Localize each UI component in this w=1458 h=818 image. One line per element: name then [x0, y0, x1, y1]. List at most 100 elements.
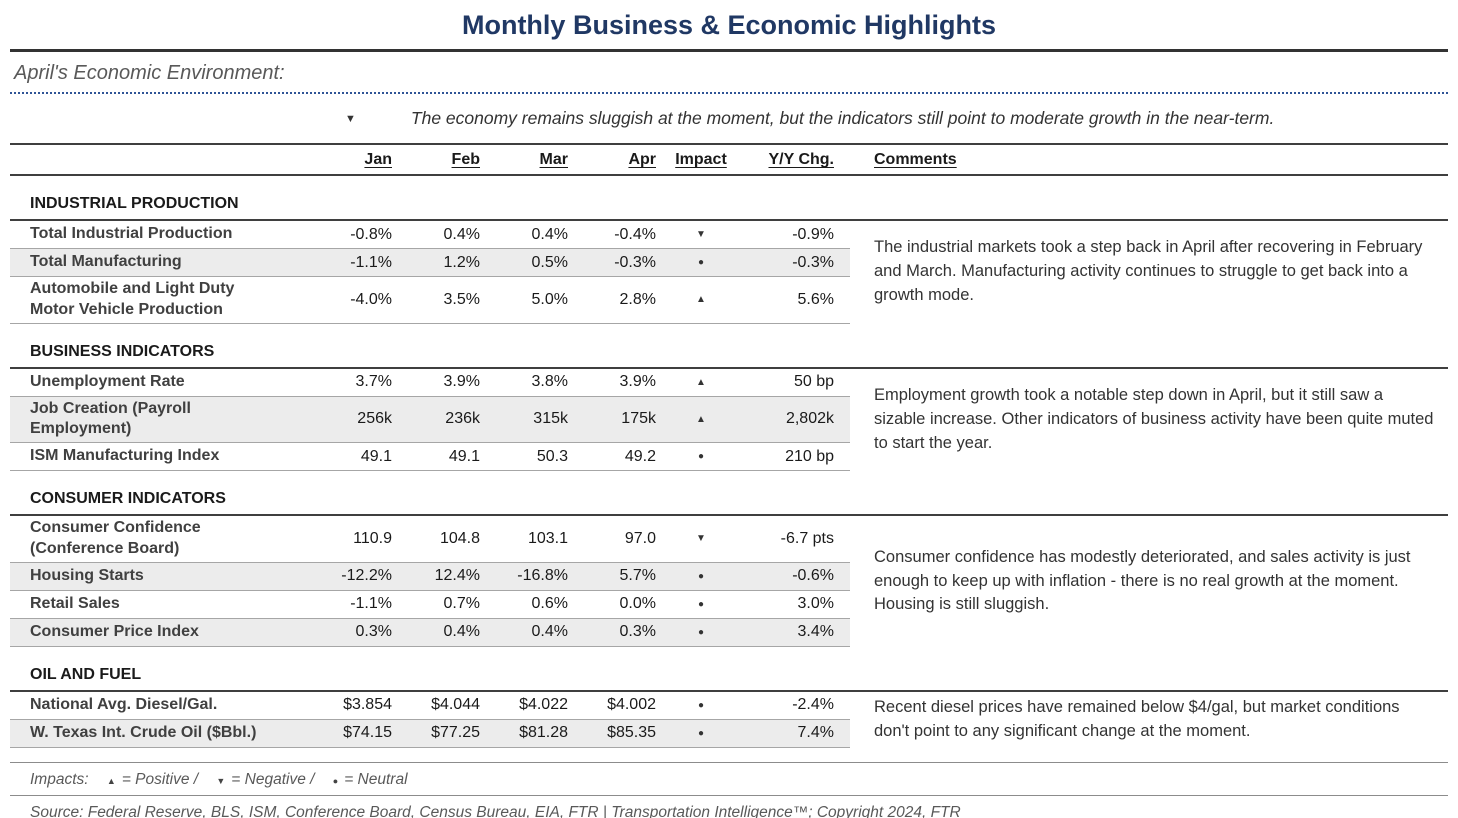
section-title: OIL AND FUEL	[10, 662, 1448, 692]
page-title: Monthly Business & Economic Highlights	[461, 10, 997, 40]
environment-section: April's Economic Environment:	[10, 52, 1448, 94]
table-row: ISM Manufacturing Index 49.1 49.1 50.3 4…	[10, 443, 850, 472]
environment-label: April's Economic Environment:	[14, 62, 285, 84]
row-label: ISM Manufacturing Index	[30, 447, 220, 465]
value-feb: 0.4%	[443, 225, 480, 243]
comment-text: Employment growth took a notable step do…	[874, 386, 1434, 452]
value-apr: 0.0%	[619, 595, 656, 613]
yy-chg-value: 2,802k	[785, 410, 834, 428]
section-consumer-indicators: CONSUMER INDICATORS Consumer Confidence …	[10, 486, 1448, 647]
section-oil-and-fuel: OIL AND FUEL National Avg. Diesel/Gal. $…	[10, 662, 1448, 748]
value-jan: 0.3%	[355, 623, 392, 641]
value-apr: 3.9%	[619, 373, 656, 391]
value-apr: 97.0	[624, 529, 656, 547]
row-label: Total Industrial Production	[30, 225, 233, 243]
col-header-comments: Comments	[874, 151, 957, 168]
row-label: Consumer Price Index	[30, 622, 199, 640]
value-jan: -1.1%	[350, 253, 392, 271]
table-row: Consumer Price Index 0.3% 0.4% 0.4% 0.3%…	[10, 618, 850, 647]
col-header-apr: Apr	[628, 151, 656, 168]
table-row: Consumer Confidence (Conference Board) 1…	[10, 516, 850, 563]
col-header-jan: Jan	[364, 151, 392, 168]
col-header-impact: Impact	[675, 151, 727, 168]
environment-summary-text: The economy remains sluggish at the mome…	[410, 108, 1275, 128]
value-mar: 0.6%	[531, 595, 568, 613]
section-comment: The industrial markets took a step back …	[850, 221, 1448, 324]
table-row: Housing Starts -12.2% 12.4% -16.8% 5.7% …	[10, 562, 850, 591]
value-feb: 1.2%	[443, 253, 480, 271]
legend-prefix: Impacts:	[30, 770, 89, 788]
comment-text: Recent diesel prices have remained below…	[874, 697, 1400, 740]
impact-neutral-icon: ●	[697, 598, 705, 610]
value-jan: 49.1	[360, 447, 392, 465]
table-row: Total Manufacturing -1.1% 1.2% 0.5% -0.3…	[10, 249, 850, 277]
value-jan: -1.1%	[350, 595, 392, 613]
table-header-row: Jan Feb Mar Apr Impact Y/Y Chg. Comments	[10, 145, 1448, 176]
impact-neutral-icon: ●	[697, 257, 705, 268]
yy-chg-value: -6.7 pts	[780, 529, 834, 547]
value-apr: $85.35	[607, 724, 656, 742]
legend-neutral: ● = Neutral	[333, 771, 408, 788]
section-rows: National Avg. Diesel/Gal. $3.854 $4.044 …	[10, 692, 850, 748]
impact-down-icon: ▼	[696, 533, 706, 545]
legend-neutral-label: = Neutral	[344, 770, 408, 788]
section-title: BUSINESS INDICATORS	[10, 339, 1448, 369]
section-comment: Employment growth took a notable step do…	[850, 369, 1448, 472]
row-label: Automobile and Light Duty Motor Vehicle …	[30, 280, 235, 318]
section-rows: Consumer Confidence (Conference Board) 1…	[10, 516, 850, 647]
value-jan: $3.854	[343, 696, 392, 714]
col-header-feb: Feb	[451, 151, 480, 168]
impact-down-icon: ▼	[345, 112, 356, 125]
impact-neutral-icon: ●	[332, 775, 339, 786]
yy-chg-value: 210 bp	[785, 447, 834, 465]
value-mar: 3.8%	[531, 373, 568, 391]
value-feb: 104.8	[439, 529, 480, 547]
impact-neutral-icon: ●	[697, 570, 705, 582]
section-rows: Unemployment Rate 3.7% 3.9% 3.8% 3.9% ▲ …	[10, 369, 850, 472]
section-business-indicators: BUSINESS INDICATORS Unemployment Rate 3.…	[10, 339, 1448, 472]
value-apr: -0.3%	[614, 253, 656, 271]
value-mar: 0.4%	[531, 225, 568, 243]
col-header-mar: Mar	[539, 151, 568, 168]
value-feb: 236k	[445, 410, 480, 428]
row-label: Consumer Confidence (Conference Board)	[30, 519, 201, 557]
legend-positive: ▲ = Positive /	[107, 771, 198, 788]
section-title: INDUSTRIAL PRODUCTION	[10, 191, 1448, 221]
legend-negative-label: = Negative /	[231, 770, 315, 788]
value-mar: 103.1	[527, 529, 568, 547]
value-feb: 49.1	[448, 447, 480, 465]
value-apr: 49.2	[624, 447, 656, 465]
value-apr: $4.002	[607, 696, 656, 714]
value-mar: 0.5%	[531, 253, 568, 271]
value-mar: $81.28	[519, 724, 568, 742]
value-feb: $4.044	[431, 696, 480, 714]
value-apr: 175k	[621, 410, 656, 428]
row-label: Total Manufacturing	[30, 253, 182, 271]
impact-up-icon: ▲	[106, 775, 116, 786]
row-label: National Avg. Diesel/Gal.	[30, 695, 218, 713]
value-feb: 3.9%	[443, 373, 480, 391]
table-row: W. Texas Int. Crude Oil ($Bbl.) $74.15 $…	[10, 719, 850, 748]
value-mar: -16.8%	[517, 567, 568, 585]
impact-neutral-icon: ●	[697, 626, 705, 638]
table-row: Retail Sales -1.1% 0.7% 0.6% 0.0% ● 3.0%	[10, 591, 850, 619]
impact-neutral-icon: ●	[697, 451, 705, 463]
source-note: Source: Federal Reserve, BLS, ISM, Confe…	[10, 796, 1448, 818]
yy-chg-value: 7.4%	[797, 724, 834, 742]
section-title: CONSUMER INDICATORS	[10, 486, 1448, 517]
yy-chg-value: -0.9%	[792, 225, 834, 243]
impact-down-icon: ▼	[216, 775, 226, 786]
table-row: Unemployment Rate 3.7% 3.9% 3.8% 3.9% ▲ …	[10, 369, 850, 397]
col-header-yy-chg: Y/Y Chg.	[768, 151, 835, 168]
impacts-legend: Impacts: ▲ = Positive / ▼ = Negative / ● = …	[10, 761, 1448, 796]
yy-chg-value: 3.0%	[797, 595, 834, 613]
value-feb: 0.7%	[443, 595, 480, 613]
row-label: Unemployment Rate	[30, 372, 185, 390]
table-row: National Avg. Diesel/Gal. $3.854 $4.044 …	[10, 692, 850, 720]
value-mar: 50.3	[536, 447, 568, 465]
row-label: W. Texas Int. Crude Oil ($Bbl.)	[30, 723, 257, 741]
yy-chg-value: -2.4%	[792, 696, 834, 714]
title-rule	[10, 49, 1448, 52]
value-apr: 5.7%	[619, 567, 656, 585]
